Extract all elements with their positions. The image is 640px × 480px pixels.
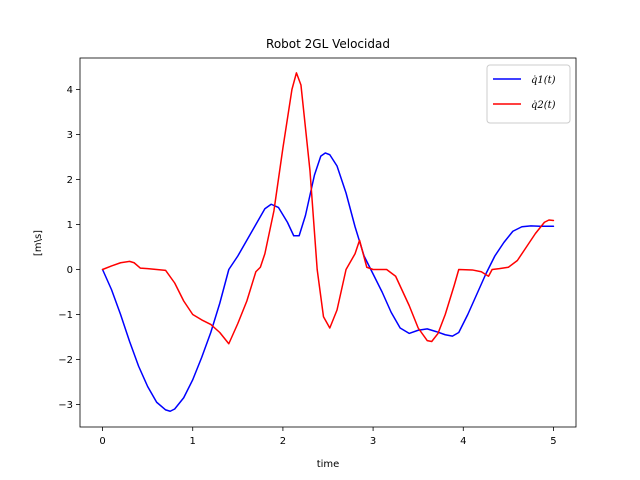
legend-items: q̇1(t) q̇2(t) xyxy=(493,75,556,111)
x-tick-label: 3 xyxy=(370,436,376,447)
x-tick-label: 4 xyxy=(460,436,466,447)
x-axis-label: time xyxy=(317,459,340,470)
x-tick-label: 5 xyxy=(550,436,556,447)
y-axis: −3 −2 −1 0 1 2 3 4 xyxy=(58,85,80,411)
legend-box xyxy=(486,64,571,124)
y-tick-label: 1 xyxy=(67,220,73,231)
x-axis: 0 1 2 3 4 5 xyxy=(99,427,557,447)
legend-label-2: q̇2(t) xyxy=(531,100,556,111)
y-tick-label: 3 xyxy=(67,130,73,141)
legend: q̇1(t) q̇2(t) xyxy=(486,64,571,124)
x-tick-label: 0 xyxy=(99,436,105,447)
plot-frame xyxy=(79,57,577,428)
series-line-1 xyxy=(101,152,555,412)
y-tick-label: −2 xyxy=(58,355,73,366)
x-tick-label: 2 xyxy=(280,436,286,447)
series-line-2 xyxy=(101,72,555,345)
x-tick-label: 1 xyxy=(190,436,196,447)
y-tick-label: −1 xyxy=(58,310,73,321)
series-layer xyxy=(101,72,555,412)
chart-title: Robot 2GL Velocidad xyxy=(266,37,390,51)
y-tick-label: 4 xyxy=(67,85,73,96)
legend-label-1: q̇1(t) xyxy=(531,75,556,86)
y-tick-label: 2 xyxy=(67,175,73,186)
y-tick-label: −3 xyxy=(58,400,73,411)
y-axis-label: [m\s] xyxy=(33,230,44,256)
y-tick-label: 0 xyxy=(67,265,73,276)
